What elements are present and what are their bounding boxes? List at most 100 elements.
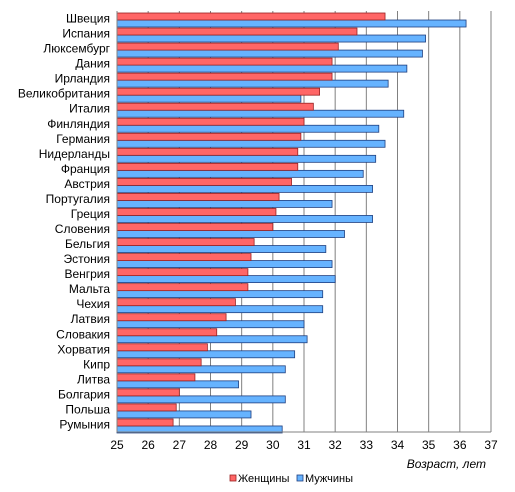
bar-Женщины-Кипр xyxy=(116,358,202,367)
bar-Женщины-Ирландия xyxy=(116,72,333,81)
bar-Мужчины-Португалия xyxy=(116,200,333,208)
bar-Мужчины-Чехия xyxy=(116,305,324,314)
category-label-Дания: Дания xyxy=(75,57,110,71)
x-tick-26: 26 xyxy=(141,438,155,452)
bar-Мужчины-Люксембург xyxy=(116,49,423,58)
bar-Мужчины-Венгрия xyxy=(116,275,336,284)
bar-Женщины-Швеция xyxy=(116,12,386,21)
bar-Женщины-Мальта xyxy=(116,283,249,292)
bar-Женщины-Люксембург xyxy=(116,42,339,51)
legend-swatch-Мужчины xyxy=(296,474,304,482)
x-tick-28: 28 xyxy=(204,438,218,452)
bar-Женщины-Словакия xyxy=(116,328,218,337)
category-label-Великобритания: Великобритания xyxy=(18,87,110,101)
x-tick-36: 36 xyxy=(453,438,467,452)
category-label-Ирландия: Ирландия xyxy=(55,72,110,86)
x-tick-33: 33 xyxy=(360,438,374,452)
x-tick-31: 31 xyxy=(297,438,311,452)
bar-Женщины-Латвия xyxy=(116,313,227,322)
bar-Женщины-Нидерланды xyxy=(116,147,299,156)
bar-Женщины-Дания xyxy=(116,57,333,66)
bar-Женщины-Румыния xyxy=(116,418,174,427)
bar-Мужчины-Словакия xyxy=(116,335,308,344)
bar-Мужчины-Великобритания xyxy=(116,94,302,103)
category-label-Финляндия: Финляндия xyxy=(47,117,110,131)
bar-Мужчины-Словения xyxy=(116,230,345,238)
category-label-Кипр: Кипр xyxy=(83,357,110,371)
bar-Мужчины-Дания xyxy=(116,64,408,73)
x-tick-27: 27 xyxy=(173,438,187,452)
bar-Женщины-Австрия xyxy=(116,177,292,186)
category-label-Люксембург: Люксембург xyxy=(43,42,110,56)
category-label-Франция: Франция xyxy=(61,162,110,176)
bar-Женщины-Финляндия xyxy=(116,117,305,126)
bar-Женщины-Италия xyxy=(116,102,314,111)
category-label-Словения: Словения xyxy=(55,222,110,236)
category-label-Швеция: Швеция xyxy=(66,12,110,26)
category-label-Германия: Германия xyxy=(56,132,110,146)
bar-Женщины-Эстония xyxy=(116,253,252,261)
category-label-Словакия: Словакия xyxy=(56,327,110,341)
category-label-Латвия: Латвия xyxy=(71,312,110,326)
bar-Мужчины-Эстония xyxy=(116,260,333,268)
bar-Мужчины-Австрия xyxy=(116,184,373,193)
bar-Женщины-Германия xyxy=(116,132,302,141)
category-label-Польша: Польша xyxy=(65,402,110,416)
bar-Мужчины-Польша xyxy=(116,410,252,419)
bar-Мужчины-Швеция xyxy=(116,19,467,28)
bar-Мужчины-Италия xyxy=(116,109,405,118)
legend: Женщины Мужчины xyxy=(229,473,353,485)
bar-Женщины-Венгрия xyxy=(116,268,249,277)
category-label-Португалия: Португалия xyxy=(46,192,110,206)
category-label-Венгрия: Венгрия xyxy=(64,267,110,281)
bar-Мужчины-Германия xyxy=(116,139,386,148)
x-tick-30: 30 xyxy=(266,438,280,452)
bars xyxy=(116,12,467,434)
category-label-Мальта: Мальта xyxy=(69,282,110,296)
category-label-Греция: Греция xyxy=(71,207,110,221)
category-label-Испания: Испания xyxy=(62,27,110,41)
category-label-Эстония: Эстония xyxy=(64,252,111,266)
bar-Мужчины-Испания xyxy=(116,34,426,43)
bar-Женщины-Португалия xyxy=(116,193,280,201)
bar-Женщины-Испания xyxy=(116,27,358,36)
bar-Женщины-Греция xyxy=(116,208,277,216)
legend-label-Мужчины: Мужчины xyxy=(305,473,353,485)
legend-swatch-Женщины xyxy=(229,474,237,482)
x-tick-25: 25 xyxy=(110,438,124,452)
x-axis-title: Возраст, лет xyxy=(407,457,486,471)
bar-Женщины-Франция xyxy=(116,162,299,171)
category-labels: ШвецияИспанияЛюксембургДанияИрландияВели… xyxy=(18,12,111,432)
bar-Женщины-Бельгия xyxy=(116,238,255,246)
bar-Женщины-Словения xyxy=(116,223,274,231)
bar-Женщины-Чехия xyxy=(116,298,236,307)
bar-Мужчины-Ирландия xyxy=(116,79,389,88)
legend-label-Женщины: Женщины xyxy=(238,473,289,485)
x-tick-29: 29 xyxy=(235,438,249,452)
category-label-Болгария: Болгария xyxy=(58,387,110,401)
x-tick-32: 32 xyxy=(328,438,342,452)
x-tick-34: 34 xyxy=(391,438,405,452)
category-label-Хорватия: Хорватия xyxy=(57,342,110,356)
bar-Женщины-Болгария xyxy=(116,388,180,397)
category-label-Румыния: Румыния xyxy=(59,417,110,431)
bar-Мужчины-Хорватия xyxy=(116,350,296,359)
bar-Мужчины-Франция xyxy=(116,169,364,178)
bar-Мужчины-Бельгия xyxy=(116,245,327,253)
category-label-Австрия: Австрия xyxy=(64,177,110,191)
x-tick-35: 35 xyxy=(422,438,436,452)
bar-Женщины-Хорватия xyxy=(116,343,208,352)
category-label-Нидерланды: Нидерланды xyxy=(39,147,110,161)
category-label-Италия: Италия xyxy=(69,102,110,116)
bar-Мужчины-Кипр xyxy=(116,365,286,374)
category-label-Чехия: Чехия xyxy=(76,297,110,311)
bar-Мужчины-Греция xyxy=(116,215,373,223)
x-tick-labels: 25 26 27 28 29 30 31 32 33 34 35 36 37 xyxy=(110,438,498,452)
bar-Мужчины-Латвия xyxy=(116,320,305,329)
bar-Мужчины-Мальта xyxy=(116,290,324,299)
category-label-Бельгия: Бельгия xyxy=(65,237,110,251)
category-label-Литва: Литва xyxy=(77,372,110,386)
bar-Женщины-Литва xyxy=(116,373,196,382)
bar-Женщины-Польша xyxy=(116,403,177,412)
